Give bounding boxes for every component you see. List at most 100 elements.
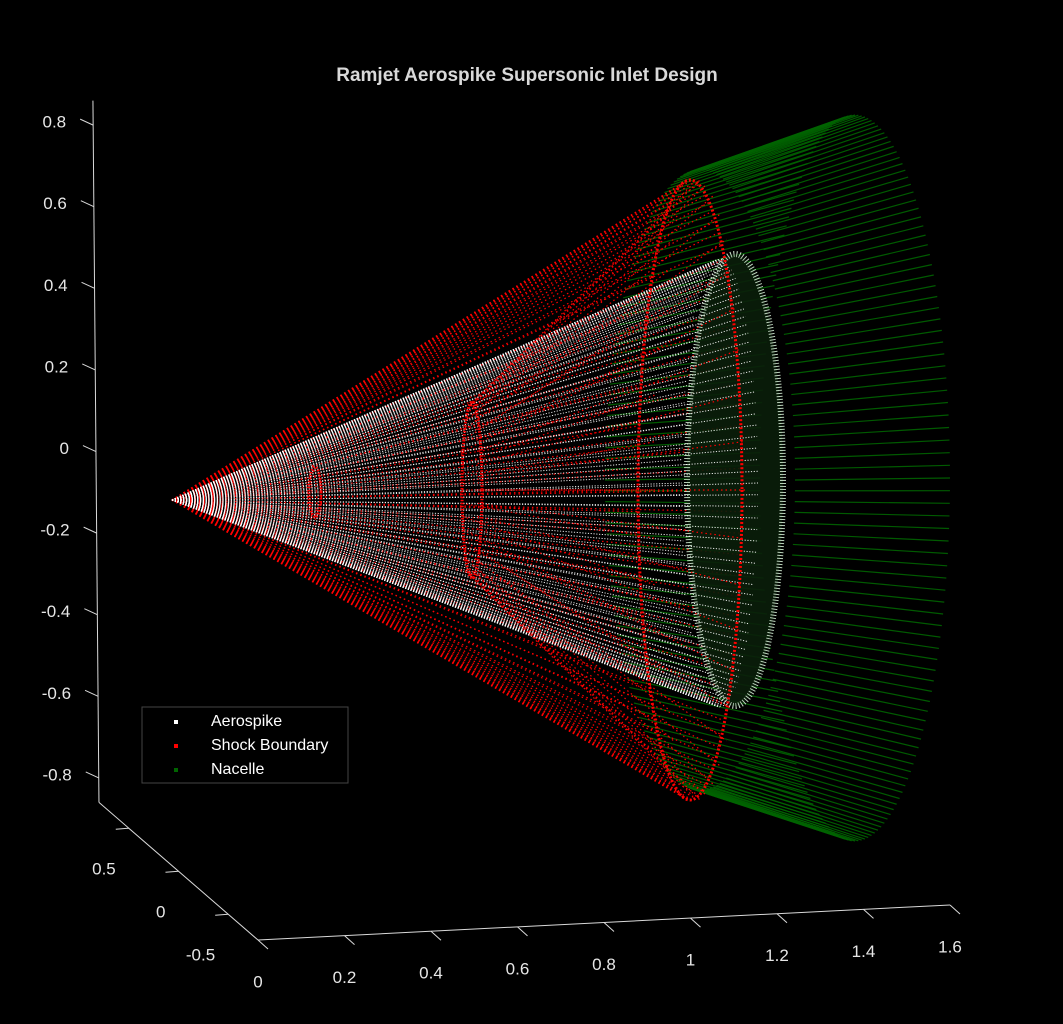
shock-strand bbox=[171, 499, 682, 796]
nacelle-strand bbox=[641, 191, 797, 237]
nacelle-strand bbox=[741, 758, 897, 805]
shock-strand bbox=[171, 184, 699, 501]
nacelle-strand bbox=[791, 377, 947, 396]
nacelle-strand bbox=[785, 615, 941, 638]
nacelle-strand bbox=[713, 117, 869, 174]
shock-strand bbox=[171, 499, 703, 792]
nacelle-strand bbox=[655, 753, 811, 800]
aerospike-strand bbox=[171, 499, 758, 507]
x-tick bbox=[257, 939, 269, 950]
x-tick-label: 1.6 bbox=[938, 937, 962, 956]
nacelle-strand bbox=[686, 786, 842, 839]
x-tick-label: 0 bbox=[253, 972, 262, 991]
nacelle-strand bbox=[755, 183, 912, 230]
shock-strand bbox=[465, 213, 680, 415]
y-tick bbox=[165, 870, 179, 873]
nacelle-strand bbox=[793, 533, 949, 542]
shock-strand bbox=[171, 383, 738, 501]
aerospike-strand bbox=[171, 499, 694, 642]
nacelle-strand bbox=[676, 780, 833, 831]
nacelle-strand bbox=[758, 723, 914, 765]
aerospike-strand bbox=[171, 494, 758, 501]
x-tick-label: 0.8 bbox=[592, 955, 616, 974]
nacelle-strand bbox=[772, 678, 928, 712]
z-axis bbox=[92, 100, 100, 803]
x-tick-label: 0.2 bbox=[333, 968, 357, 987]
nacelle-strand bbox=[629, 686, 785, 722]
legend-label: Aerospike bbox=[211, 713, 282, 730]
shock-strand bbox=[171, 499, 672, 778]
shock-strand bbox=[171, 499, 735, 637]
aerospike-strand bbox=[171, 294, 700, 501]
shock-strand bbox=[171, 446, 740, 501]
z-tick-label: 0.4 bbox=[44, 276, 68, 295]
shock-strand bbox=[171, 274, 655, 501]
nacelle-strand bbox=[673, 777, 829, 828]
nacelle-strand bbox=[787, 341, 944, 365]
aerospike-strand bbox=[171, 360, 689, 501]
shock-strand bbox=[475, 270, 733, 431]
nacelle-strand bbox=[680, 782, 836, 834]
aerospike-strand bbox=[171, 332, 749, 501]
shock-strand bbox=[171, 210, 713, 501]
shock-strand bbox=[171, 499, 641, 513]
aerospike-strand bbox=[171, 494, 683, 501]
shock-strand bbox=[461, 502, 656, 540]
aerospike-strand bbox=[171, 499, 685, 564]
shock-strand bbox=[468, 573, 694, 797]
y-tick bbox=[215, 913, 229, 916]
shock-strand bbox=[171, 499, 652, 690]
shock-strand bbox=[464, 238, 674, 422]
point-clouds bbox=[171, 114, 951, 842]
chart-title: Ramjet Aerospike Supersonic Inlet Design bbox=[336, 65, 718, 86]
nacelle-strand bbox=[774, 670, 930, 703]
shock-strand bbox=[464, 558, 674, 742]
aerospike-strand bbox=[171, 435, 683, 501]
x-tick bbox=[603, 922, 615, 932]
z-tick bbox=[85, 771, 99, 779]
aerospike-strand bbox=[171, 435, 758, 501]
shock-strand bbox=[461, 440, 656, 478]
nacelle-strand bbox=[638, 716, 795, 757]
shock-strand bbox=[171, 325, 733, 501]
nacelle-strand bbox=[652, 747, 808, 793]
nacelle-strand bbox=[631, 694, 787, 731]
aerospike-strand bbox=[171, 499, 758, 519]
z-tick bbox=[81, 281, 95, 289]
shock-strand bbox=[171, 188, 703, 501]
legend-label: Shock Boundary bbox=[211, 737, 328, 754]
aerospike-strand bbox=[171, 499, 749, 634]
nacelle-strand bbox=[791, 564, 947, 579]
shock-strand bbox=[465, 565, 680, 767]
shock-strand bbox=[171, 499, 731, 673]
aerospike-strand bbox=[171, 499, 751, 616]
x-tick bbox=[430, 930, 442, 941]
aerospike-strand bbox=[171, 499, 695, 650]
shock-strand bbox=[476, 307, 737, 441]
legend: Aerospike Shock Boundary Nacelle bbox=[141, 706, 349, 784]
x-tick-label: 1.4 bbox=[852, 942, 876, 961]
z-tick-label: 0.2 bbox=[45, 357, 69, 376]
nacelle-strand bbox=[792, 389, 948, 406]
nacelle-strand bbox=[750, 742, 906, 787]
nacelle-strand bbox=[794, 501, 950, 504]
nacelle-strand bbox=[696, 114, 852, 171]
nacelle-strand bbox=[794, 426, 950, 438]
aerospike-strand bbox=[171, 499, 686, 575]
nacelle-strand bbox=[758, 191, 914, 237]
nacelle-strand bbox=[792, 543, 948, 555]
axes: 0 0.2 0.4 0.6 0.8 1 1.2 1.4 1.6 -0.5 0 0.5 -0.8 -0.6 -… bbox=[40, 100, 962, 991]
nacelle-strand bbox=[789, 585, 945, 603]
aerospike-strand bbox=[171, 470, 683, 501]
shock-strand bbox=[171, 499, 675, 786]
shock-rim bbox=[636, 178, 744, 802]
aerospike-strand bbox=[171, 282, 738, 501]
nacelle-strand bbox=[719, 122, 875, 178]
shock-strand bbox=[171, 232, 663, 501]
shock-strand bbox=[171, 259, 724, 501]
nacelle-inner bbox=[684, 251, 786, 709]
x-tick bbox=[517, 926, 528, 937]
z-tick bbox=[80, 200, 95, 208]
nacelle-strand bbox=[699, 114, 856, 171]
